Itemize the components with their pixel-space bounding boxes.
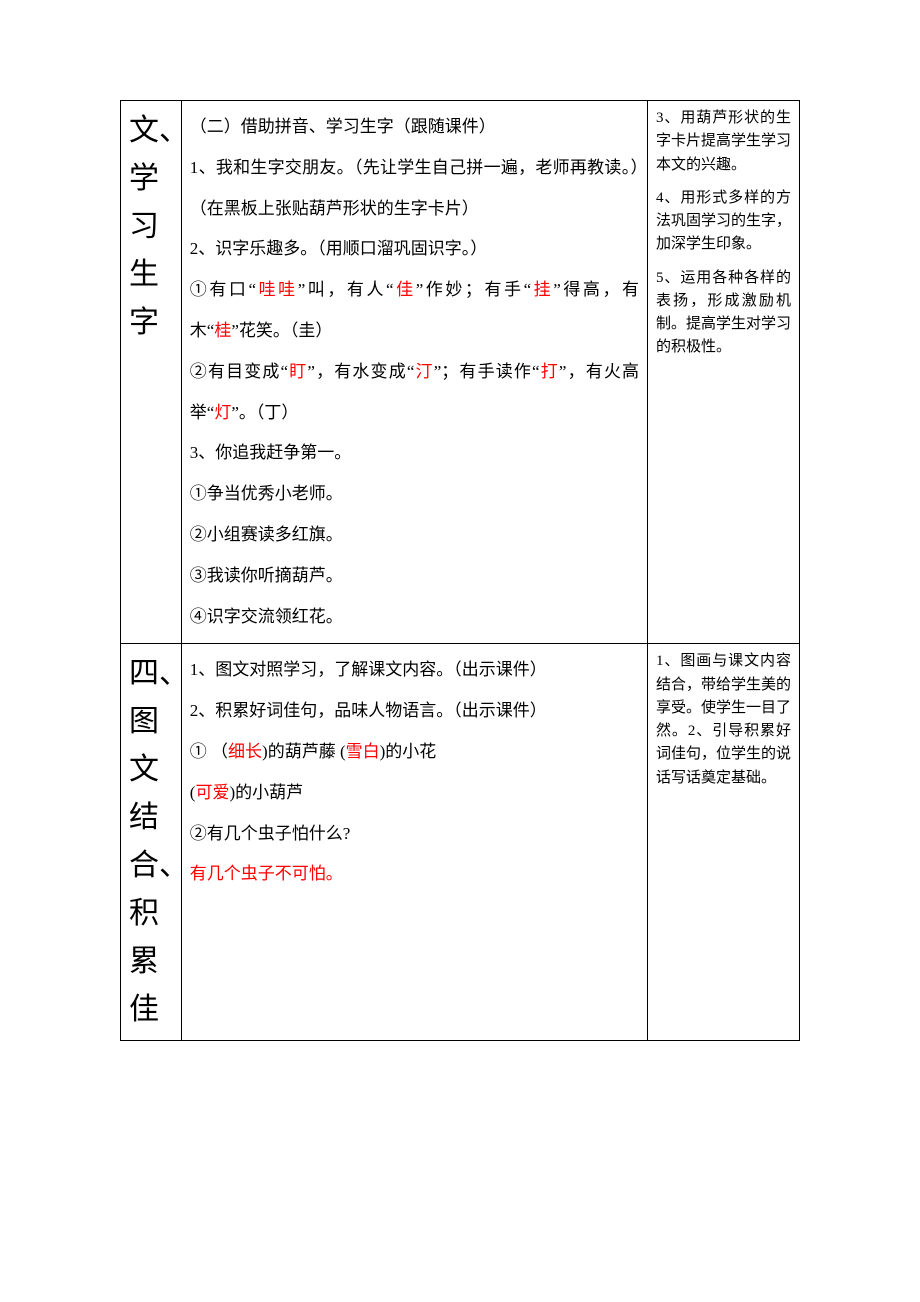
section-title-char: 积: [129, 890, 173, 938]
highlight-text: 汀: [414, 362, 433, 381]
text-run: )的小葫芦: [229, 783, 303, 802]
text-run: ”叫，有人“: [298, 280, 394, 299]
section-title-char: 学: [129, 155, 173, 203]
highlight-text: 桂: [214, 321, 231, 340]
section-title-char: 合、: [129, 842, 173, 890]
content-cell: 1、图文对照学习，了解课文内容。（出示课件） 2、积累好词佳句，品味人物语言。（出…: [181, 644, 647, 1041]
highlight-text: 挂: [531, 280, 553, 299]
text-run: 2、识字乐趣多。（用顺口溜巩固识字。）: [190, 239, 488, 258]
text-run: 3、你追我赶争第一。: [190, 443, 352, 462]
content-line: ①争当优秀小老师。: [190, 474, 639, 515]
section-title-char: 四、: [129, 650, 173, 698]
text-run: 2、积累好词佳句，品味人物语言。（出示课件）: [190, 701, 547, 720]
note-block: 5、运用各种各样的表扬，形成激励机制。提高学生对学习的积极性。: [656, 267, 791, 360]
content-line: ②小组赛读多红旗。: [190, 515, 639, 556]
lesson-table: 文、学习生字 （二）借助拼音、学习生字（跟随课件） 1、我和生字交朋友。（先让学生自…: [120, 100, 800, 1041]
content-line: 2、积累好词佳句，品味人物语言。（出示课件）: [190, 691, 639, 732]
table-row: 四、图文结合、积累佳 1、图文对照学习，了解课文内容。（出示课件） 2、积累好词佳句…: [121, 644, 800, 1041]
content-line: ①有口“哇哇”叫，有人“佳”作妙；有手“挂”得高，有木“桂”花笑。（圭）: [190, 270, 639, 352]
highlight-text: 盯: [288, 362, 307, 381]
note-block: 3、用葫芦形状的生字卡片提高学生学习本文的兴趣。: [656, 107, 791, 177]
content-line: ②有目变成“盯”，有水变成“汀”；有手读作“打”，有火高举“灯”。（丁）: [190, 352, 639, 434]
text-run: ① （: [190, 742, 228, 761]
text-run: 1、图文对照学习，了解课文内容。（出示课件）: [190, 660, 547, 679]
text-run: ④识字交流领红花。: [190, 607, 343, 626]
text-run: ②有几个虫子怕什么?: [190, 824, 351, 843]
text-run: ②小组赛读多红旗。: [190, 525, 343, 544]
section-title-char: 字: [129, 299, 173, 347]
text-run: 1、我和生字交朋友。（先让学生自己拼一遍，老师再教读。）（在黑板上张贴葫芦形状的…: [190, 158, 639, 218]
text-run: ”；有手读作“: [434, 362, 540, 381]
section-title-char: 文: [129, 746, 173, 794]
section-title-char: 文、: [129, 107, 173, 155]
highlight-text: 有几个虫子不可怕。: [190, 864, 343, 883]
highlight-text: 细长: [228, 742, 262, 761]
text-run: ”作妙；有手“: [416, 280, 531, 299]
text-run: )的小花: [380, 742, 437, 761]
section-title-char: 佳: [129, 986, 173, 1034]
content-line: （二）借助拼音、学习生字（跟随课件）: [190, 107, 639, 148]
text-run: ①有口“: [190, 280, 256, 299]
text-run: ②有目变成“: [190, 362, 288, 381]
text-run: ”花笑。（圭）: [231, 321, 332, 340]
content-line: ④识字交流领红花。: [190, 597, 639, 638]
section-title-cell: 四、图文结合、积累佳: [121, 644, 182, 1041]
content-line: 有几个虫子不可怕。: [190, 854, 639, 895]
content-line: ③我读你听摘葫芦。: [190, 556, 639, 597]
note-block: 1、图画与课文内容结合，带给学生美的享受。使学生一目了然。2、引导积累好词佳句，…: [656, 650, 791, 790]
document-page: 文、学习生字 （二）借助拼音、学习生字（跟随课件） 1、我和生字交朋友。（先让学生自…: [0, 0, 920, 1141]
section-title-char: 累: [129, 938, 173, 986]
section-title-char: 结: [129, 794, 173, 842]
notes-cell: 3、用葫芦形状的生字卡片提高学生学习本文的兴趣。 4、用形式多样的方法巩固学习的生…: [647, 101, 799, 644]
section-title-char: 图: [129, 698, 173, 746]
text-run: ”，有水变成“: [307, 362, 414, 381]
note-block: 4、用形式多样的方法巩固学习的生字，加深学生印象。: [656, 187, 791, 257]
highlight-text: 打: [540, 362, 559, 381]
content-cell: （二）借助拼音、学习生字（跟随课件） 1、我和生字交朋友。（先让学生自己拼一遍，老…: [181, 101, 647, 644]
notes-cell: 1、图画与课文内容结合，带给学生美的享受。使学生一目了然。2、引导积累好词佳句，…: [647, 644, 799, 1041]
content-line: 1、图文对照学习，了解课文内容。（出示课件）: [190, 650, 639, 691]
text-run: ①争当优秀小老师。: [190, 484, 343, 503]
section-title-cell: 文、学习生字: [121, 101, 182, 644]
content-line: 2、识字乐趣多。（用顺口溜巩固识字。）: [190, 229, 639, 270]
content-line: (可爱)的小葫芦: [190, 773, 639, 814]
text-run: ”。（丁）: [231, 403, 298, 422]
highlight-text: 可爱: [195, 783, 229, 802]
highlight-text: 灯: [214, 403, 231, 422]
content-line: 3、你追我赶争第一。: [190, 433, 639, 474]
highlight-text: 哇哇: [256, 280, 298, 299]
text-run: ③我读你听摘葫芦。: [190, 566, 343, 585]
text-run: )的葫芦藤 (: [262, 742, 346, 761]
table-row: 文、学习生字 （二）借助拼音、学习生字（跟随课件） 1、我和生字交朋友。（先让学生自…: [121, 101, 800, 644]
content-line: ① （细长)的葫芦藤 (雪白)的小花: [190, 732, 639, 773]
content-line: ②有几个虫子怕什么?: [190, 814, 639, 855]
text-run: （二）借助拼音、学习生字（跟随课件）: [190, 117, 496, 136]
content-line: 1、我和生字交朋友。（先让学生自己拼一遍，老师再教读。）（在黑板上张贴葫芦形状的…: [190, 148, 639, 230]
highlight-text: 雪白: [346, 742, 380, 761]
highlight-text: 佳: [394, 280, 416, 299]
section-title-char: 习: [129, 203, 173, 251]
section-title-char: 生: [129, 251, 173, 299]
